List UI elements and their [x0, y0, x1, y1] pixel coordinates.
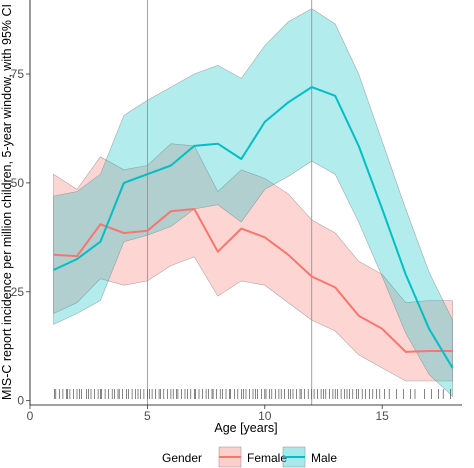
x-tick-label: 15	[375, 409, 389, 423]
legend-label-male: Male	[311, 451, 337, 465]
rug-marks	[54, 389, 451, 399]
legend-title: Gender	[162, 451, 202, 465]
series-line-male	[53, 86, 454, 369]
x-tick-label: 5	[144, 409, 151, 423]
y-axis-title: MIS-C report incidence per million child…	[0, 4, 14, 400]
y-tick-label: 50	[11, 176, 25, 190]
y-tick-label: 75	[11, 67, 25, 81]
y-tick-label: 0	[17, 394, 24, 408]
series-lines	[53, 86, 454, 369]
x-ticks: 0 5 10 15	[27, 405, 389, 423]
y-ticks: 0 25 50 75	[11, 67, 30, 408]
axes	[29, 0, 462, 406]
legend-key-male	[282, 446, 306, 468]
y-tick-label: 25	[11, 285, 25, 299]
series-line-female	[53, 208, 453, 353]
reference-lines	[146, 0, 313, 405]
ci-bands	[53, 8, 453, 397]
legend-key-female	[218, 446, 242, 468]
x-tick-label: 0	[27, 409, 34, 423]
legend: Gender Female Male	[162, 446, 337, 468]
x-axis-title: Age [years]	[214, 421, 277, 435]
ci-band-male	[53, 8, 453, 397]
legend-label-female: Female	[247, 451, 287, 465]
x-tick-label: 10	[258, 409, 272, 423]
